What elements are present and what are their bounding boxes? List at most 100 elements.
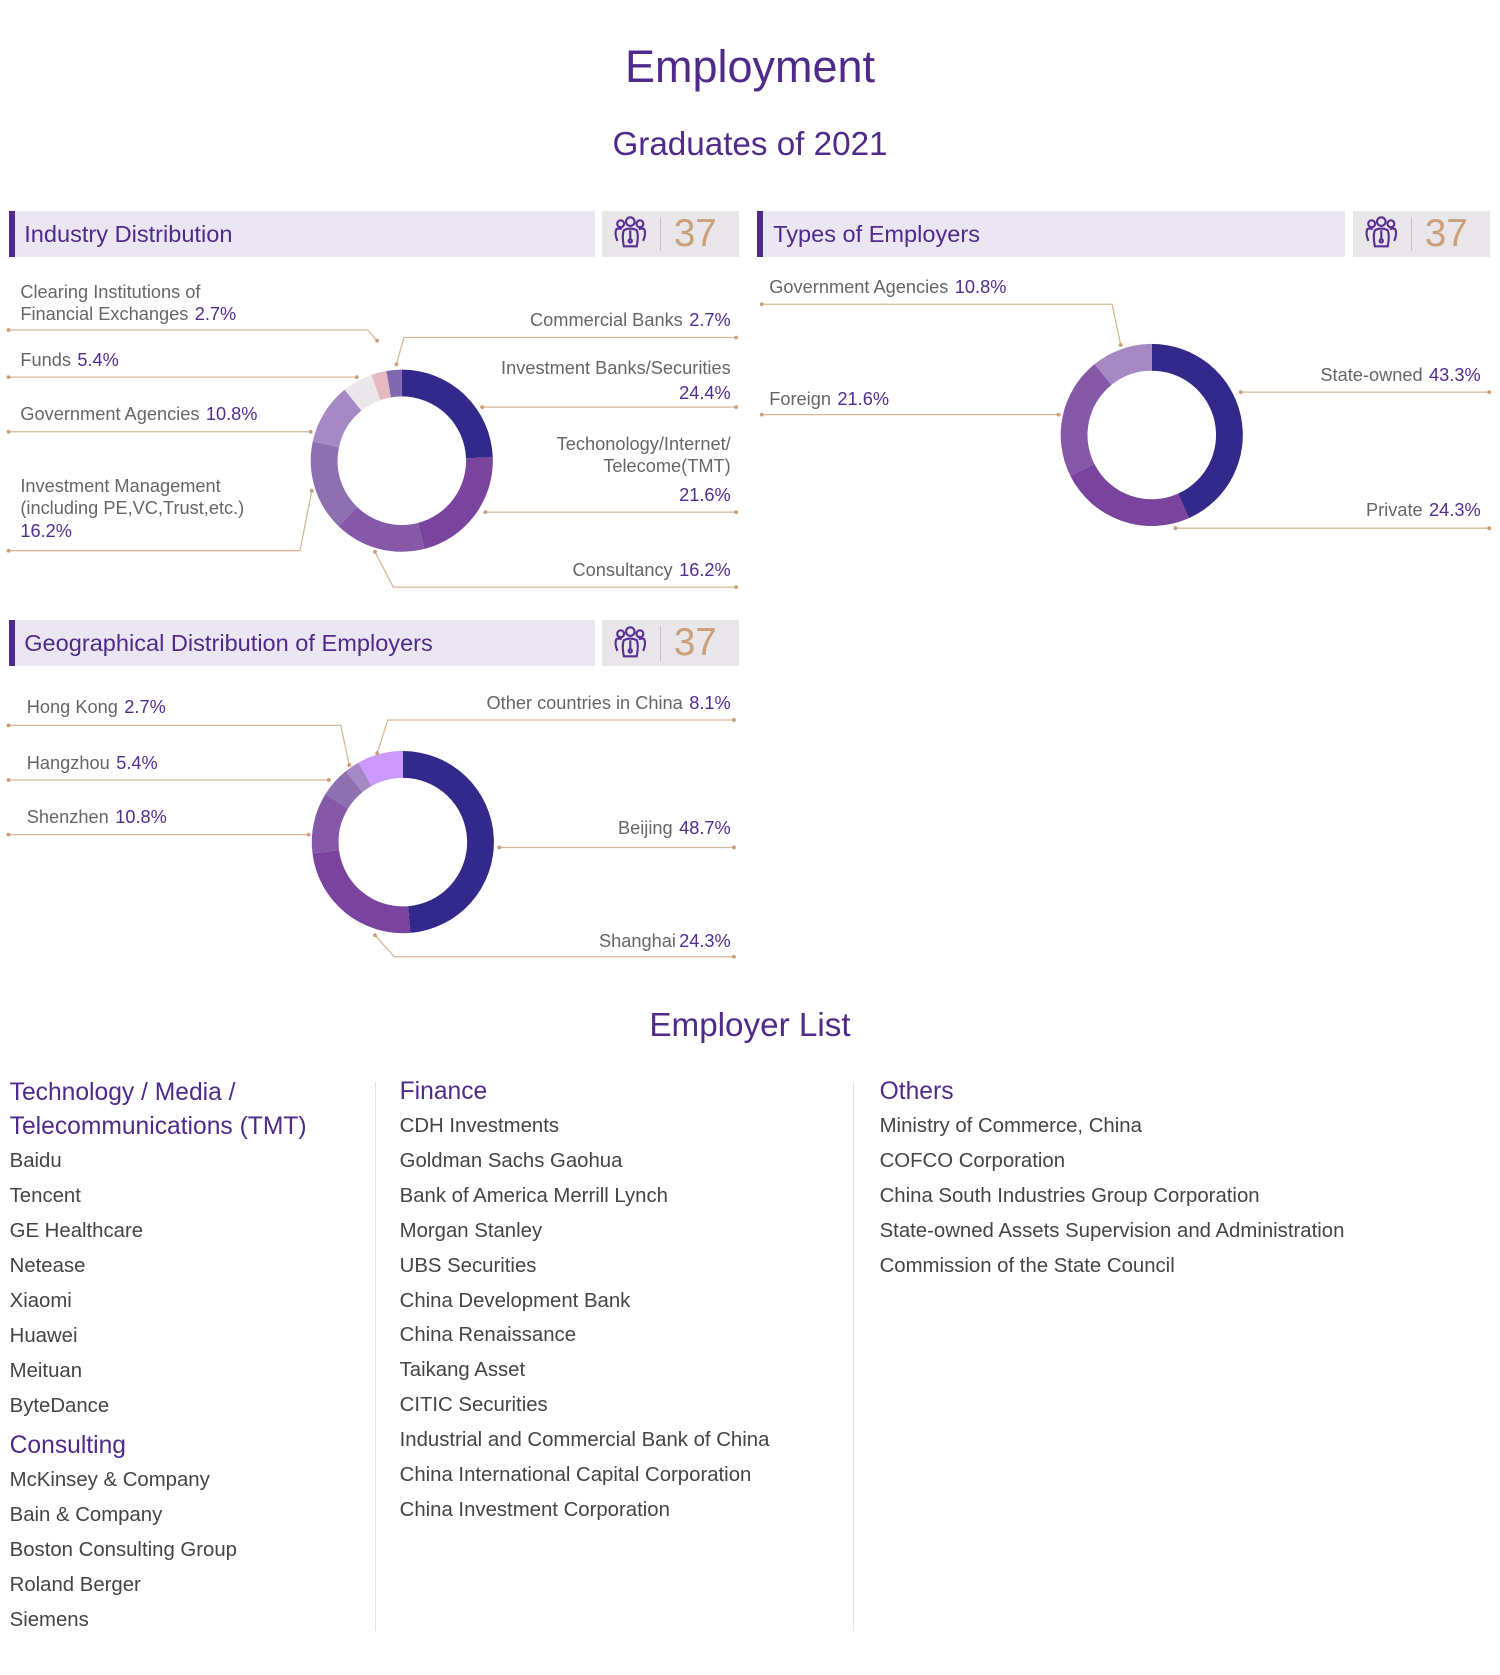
employer-item: China Investment Corporation [399, 1499, 670, 1522]
geo-header: Geographical Distribution of Employers [8, 620, 595, 667]
donut-slice [1070, 463, 1189, 527]
types-header: Types of Employers [757, 211, 1345, 258]
employer-item: ByteDance [9, 1394, 110, 1417]
leader-line [376, 719, 734, 754]
leader-dot [759, 412, 764, 417]
employer-item: Bank of America Merrill Lynch [399, 1184, 668, 1207]
employer-item: Bain & Company [9, 1504, 163, 1527]
leader-dot [759, 302, 764, 307]
donut-slice [371, 370, 391, 401]
donut-slice [402, 751, 494, 933]
label-private: Private 24.3% [1365, 500, 1481, 521]
employer-item: GE Healthcare [9, 1220, 144, 1243]
leader-line [374, 934, 734, 958]
leader-dot [394, 362, 399, 367]
leader-dot [354, 375, 359, 380]
donut-slice [1060, 364, 1112, 476]
employer-item: McKinsey & Company [9, 1469, 210, 1492]
donut-slice [312, 389, 362, 448]
employer-item: Goldman Sachs Gaohua [399, 1149, 623, 1172]
leader-dot [480, 405, 485, 410]
leader-dot [6, 429, 11, 434]
leader-dot [306, 832, 311, 837]
leader-dot [6, 375, 11, 380]
employer-list-title: Employer List [649, 1007, 851, 1045]
leader-dot [1118, 343, 1123, 347]
donut-slice [1151, 343, 1243, 519]
donut-slice [386, 369, 402, 398]
employer-item: Meituan [9, 1359, 83, 1382]
donut-slice [358, 751, 403, 786]
employer-item: CITIC Securities [399, 1394, 548, 1417]
leader-line [374, 551, 737, 588]
leader-dot [731, 954, 736, 959]
column-others: Others Ministry of Commerce, China COFCO … [880, 1075, 1345, 1284]
label-types-gov: Government Agencies 10.8% [769, 277, 1007, 298]
label-state: State-owned 43.3% [1320, 365, 1481, 386]
employer-item: Siemens [9, 1608, 89, 1631]
types-count: 37 [1353, 211, 1491, 258]
leader-line [8, 329, 378, 342]
employer-item: China South Industries Group Corporation [879, 1184, 1260, 1207]
label-tmt: Techonology/Internet/Telecome(TMT) 21.6% [556, 433, 731, 505]
leader-dot [309, 488, 314, 493]
employer-item: Ministry of Commerce, China [879, 1114, 1142, 1137]
employer-item: Huawei [9, 1324, 78, 1347]
count-value: 37 [673, 212, 717, 256]
employer-item: Baidu [9, 1150, 62, 1173]
heading-tmt-2: Telecommunications (TMT) [9, 1112, 307, 1140]
label-consultancy: Consultancy 16.2% [572, 560, 731, 581]
heading-consulting: Consulting [9, 1431, 126, 1459]
label-hangzhou: Hangzhou 5.4% [26, 753, 158, 774]
column-divider [374, 1082, 377, 1631]
label-gov: Government Agencies 10.8% [20, 403, 258, 424]
page-title: Employment [624, 40, 875, 92]
count-value: 37 [673, 621, 717, 665]
industry-header: Industry Distribution [8, 211, 595, 258]
employer-item: State-owned Assets Supervision and Admin… [879, 1219, 1345, 1242]
label-funds: Funds 5.4% [20, 350, 119, 371]
leader-dot [1173, 526, 1178, 531]
employer-item: Boston Consulting Group [9, 1539, 237, 1562]
label-beijing: Beijing 48.7% [618, 818, 731, 839]
page-subtitle: Graduates of 2021 [612, 126, 888, 164]
leader-line [8, 490, 313, 552]
label-hk: Hong Kong 2.7% [26, 697, 166, 718]
leader-dot [483, 510, 488, 515]
leader-dot [6, 723, 11, 728]
leader-dot [6, 328, 11, 332]
leader-line [8, 724, 350, 766]
leader-line [395, 336, 737, 365]
donut-slice [1094, 343, 1152, 385]
column-divider [852, 1082, 854, 1631]
heading-tmt: Technology / Media / [9, 1078, 236, 1106]
types-donut [1060, 343, 1243, 527]
leader-dot [734, 405, 738, 410]
leader-dot [375, 751, 380, 756]
leader-dot [1238, 390, 1243, 395]
donut-slice [417, 457, 493, 549]
heading-finance: Finance [399, 1077, 488, 1105]
leader-dot [731, 718, 736, 722]
label-clearing: Clearing Institutions of Financial Exchan… [20, 281, 237, 325]
employer-item: CDH Investments [399, 1114, 560, 1137]
employer-item: Tencent [9, 1185, 81, 1208]
leader-dot [373, 933, 377, 938]
donut-slice [338, 507, 425, 552]
donut-slice [312, 850, 411, 934]
employer-item: Industrial and Commercial Bank of China [399, 1429, 770, 1452]
leader-dot [497, 845, 502, 850]
label-ib: Investment Banks/Securities 24.4% [501, 357, 731, 404]
leader-dot [6, 548, 11, 553]
people-group-icon [1353, 212, 1400, 256]
employer-item: Morgan Stanley [399, 1219, 543, 1242]
leader-dot [6, 832, 11, 837]
heading-others: Others [879, 1077, 954, 1105]
leader-dot [1487, 390, 1492, 395]
leader-dot [347, 763, 352, 767]
donut-slice [310, 441, 358, 527]
employer-item: China International Capital Corporation [399, 1464, 752, 1487]
column-tmt-consulting: Technology / Media / Telecommunications … [10, 1076, 307, 1638]
label-shanghai: Shanghai 24.3% [598, 930, 731, 951]
leader-dot [734, 585, 738, 590]
